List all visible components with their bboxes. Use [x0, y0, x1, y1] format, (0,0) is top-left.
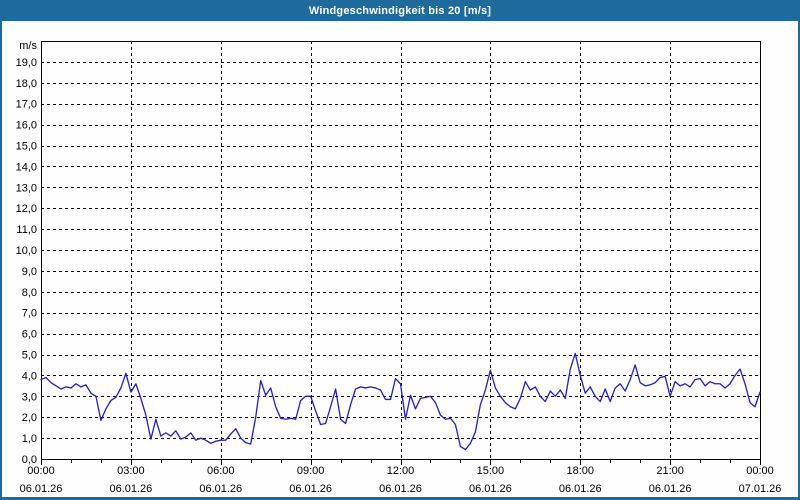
x-tick-date-label: 06.01.26 [649, 483, 692, 495]
y-tick-label: 14,0 [16, 161, 37, 173]
y-tick-label: 19,0 [16, 57, 37, 69]
chart-panel: Windgeschwindigkeit bis 20 [m/s] 0,01,02… [0, 0, 800, 500]
y-tick-label: 7,0 [22, 308, 37, 320]
x-tick-time-label: 18:00 [566, 465, 594, 477]
y-tick-label: 5,0 [22, 350, 37, 362]
y-tick-label: 10,0 [16, 245, 37, 257]
x-tick-date-label: 06.01.26 [469, 483, 512, 495]
y-tick-label: 16,0 [16, 120, 37, 132]
y-tick-label: 8,0 [22, 287, 37, 299]
y-tick-label: 4,0 [22, 370, 37, 382]
wind-speed-line [41, 353, 760, 449]
x-tick-time-label: 09:00 [297, 465, 325, 477]
y-tick-label: 2,0 [22, 412, 37, 424]
title-bar: Windgeschwindigkeit bis 20 [m/s] [0, 0, 800, 21]
x-tick-time-label: 15:00 [477, 465, 505, 477]
y-tick-label: 9,0 [22, 266, 37, 278]
x-tick-date-label: 06.01.26 [20, 483, 63, 495]
y-tick-label: 17,0 [16, 99, 37, 111]
x-tick-date-label: 06.01.26 [109, 483, 152, 495]
x-tick-time-label: 21:00 [656, 465, 684, 477]
x-tick-date-label: 06.01.26 [559, 483, 602, 495]
y-tick-label: 12,0 [16, 203, 37, 215]
x-tick-date-label: 06.01.26 [199, 483, 242, 495]
x-tick-time-label: 00:00 [27, 465, 55, 477]
x-tick-time-label: 00:00 [746, 465, 774, 477]
y-axis-unit-label: m/s [19, 40, 37, 52]
x-tick-time-label: 06:00 [207, 465, 235, 477]
y-tick-label: 11,0 [16, 224, 37, 236]
y-tick-label: 18,0 [16, 78, 37, 90]
y-tick-label: 3,0 [22, 391, 37, 403]
x-tick-date-label: 07.01.26 [739, 483, 782, 495]
x-tick-time-label: 03:00 [117, 465, 145, 477]
x-tick-time-label: 12:00 [387, 465, 415, 477]
y-tick-label: 15,0 [16, 141, 37, 153]
y-tick-label: 1,0 [22, 433, 37, 445]
x-tick-date-label: 06.01.26 [379, 483, 422, 495]
y-tick-label: 13,0 [16, 182, 37, 194]
x-tick-date-label: 06.01.26 [289, 483, 332, 495]
chart-title: Windgeschwindigkeit bis 20 [m/s] [309, 5, 491, 17]
y-tick-label: 6,0 [22, 329, 37, 341]
wind-speed-chart: 0,01,02,03,04,05,06,07,08,09,010,011,012… [0, 21, 800, 500]
